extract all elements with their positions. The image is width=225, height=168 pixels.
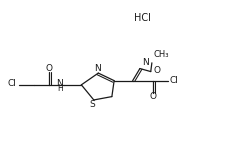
- Text: HCl: HCl: [133, 13, 150, 24]
- Text: O: O: [149, 92, 156, 101]
- Text: O: O: [152, 66, 159, 75]
- Text: Cl: Cl: [8, 79, 17, 89]
- Text: Cl: Cl: [169, 76, 178, 85]
- Text: S: S: [89, 100, 95, 109]
- Text: N: N: [93, 64, 100, 73]
- Text: O: O: [45, 64, 52, 73]
- Text: H: H: [57, 84, 62, 93]
- Text: N: N: [142, 58, 148, 67]
- Text: N: N: [56, 79, 62, 89]
- Text: CH₃: CH₃: [152, 50, 168, 59]
